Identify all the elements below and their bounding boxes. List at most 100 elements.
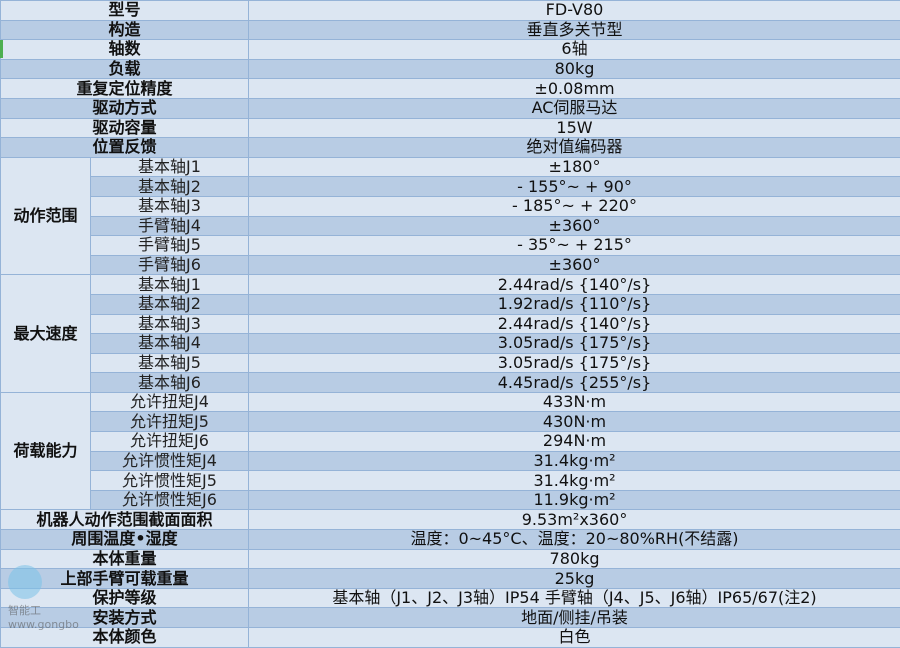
spec-label: 周围温度•湿度 (1, 530, 249, 550)
sub-label: 基本轴J3 (91, 196, 249, 216)
spec-label: 驱动方式 (1, 98, 249, 118)
watermark-text: 智能工 (8, 602, 79, 618)
watermark-url: www.gongbo (8, 618, 79, 631)
spec-value: 2.44rad/s {140°/s} (249, 314, 900, 334)
spec-value: 294N·m (249, 432, 900, 452)
sub-label: 手臂轴J4 (91, 216, 249, 236)
table-row: 位置反馈绝对值编码器 (1, 138, 900, 158)
sub-label: 手臂轴J5 (91, 236, 249, 256)
sub-label: 允许惯性矩J5 (91, 471, 249, 491)
spec-value: 2.44rad/s {140°/s} (249, 275, 900, 295)
spec-label: 轴数 (1, 40, 249, 60)
watermark: 智能工 www.gongbo (8, 565, 79, 631)
spec-value: 430N·m (249, 412, 900, 432)
table-row: 构造垂直多关节型 (1, 20, 900, 40)
spec-label: 重复定位精度 (1, 79, 249, 99)
spec-value: ±360° (249, 216, 900, 236)
spec-value: FD-V80 (249, 1, 900, 21)
sub-label: 允许扭矩J4 (91, 392, 249, 412)
spec-label: 负载 (1, 59, 249, 79)
table-row: 周围温度•湿度温度：0~45°C、温度：20~80%RH(不结露) (1, 530, 900, 550)
spec-value: 780kg (249, 549, 900, 569)
spec-value: - 185°~ + 220° (249, 196, 900, 216)
spec-value: 基本轴（J1、J2、J3轴）IP54 手臂轴（J4、J5、J6轴）IP65/67… (249, 588, 900, 608)
spec-value: - 35°~ + 215° (249, 236, 900, 256)
sub-label: 手臂轴J6 (91, 255, 249, 275)
spec-value: 垂直多关节型 (249, 20, 900, 40)
spec-value: - 155°~ + 90° (249, 177, 900, 197)
spec-value: 3.05rad/s {175°/s} (249, 353, 900, 373)
spec-value: 25kg (249, 569, 900, 589)
spec-value: 6轴 (249, 40, 900, 60)
spec-value: 白色 (249, 628, 900, 648)
sub-label: 基本轴J3 (91, 314, 249, 334)
sub-label: 基本轴J5 (91, 353, 249, 373)
spec-label: 位置反馈 (1, 138, 249, 158)
table-row: 基本轴J2- 155°~ + 90° (1, 177, 900, 197)
sub-label: 基本轴J2 (91, 294, 249, 314)
spec-value: 3.05rad/s {175°/s} (249, 334, 900, 354)
group-label: 荷载能力 (1, 392, 91, 510)
spec-value: 31.4kg·m² (249, 471, 900, 491)
table-row: 手臂轴J6±360° (1, 255, 900, 275)
spec-label: 机器人动作范围截面面积 (1, 510, 249, 530)
sub-label: 允许惯性矩J6 (91, 490, 249, 510)
table-row: 手臂轴J5- 35°~ + 215° (1, 236, 900, 256)
table-row: 重复定位精度±0.08mm (1, 79, 900, 99)
spec-value: 4.45rad/s {255°/s} (249, 373, 900, 393)
spec-value: 1.92rad/s {110°/s} (249, 294, 900, 314)
table-row: 保护等级基本轴（J1、J2、J3轴）IP54 手臂轴（J4、J5、J6轴）IP6… (1, 588, 900, 608)
spec-value: 31.4kg·m² (249, 451, 900, 471)
spec-label: 构造 (1, 20, 249, 40)
spec-value: ±180° (249, 157, 900, 177)
table-row: 安装方式地面/侧挂/吊装 (1, 608, 900, 628)
spec-value: 15W (249, 118, 900, 138)
sub-label: 基本轴J6 (91, 373, 249, 393)
spec-value: 绝对值编码器 (249, 138, 900, 158)
spec-value: ±360° (249, 255, 900, 275)
sub-label: 允许扭矩J6 (91, 432, 249, 452)
spec-value: 温度：0~45°C、温度：20~80%RH(不结露) (249, 530, 900, 550)
selection-marker (0, 40, 3, 58)
group-label: 动作范围 (1, 157, 91, 275)
spec-value: AC伺服马达 (249, 98, 900, 118)
spec-value: 80kg (249, 59, 900, 79)
spec-value: ±0.08mm (249, 79, 900, 99)
group-label: 最大速度 (1, 275, 91, 393)
table-row: 基本轴J3- 185°~ + 220° (1, 196, 900, 216)
sub-label: 允许惯性矩J4 (91, 451, 249, 471)
sub-label: 基本轴J1 (91, 275, 249, 295)
spec-value: 地面/侧挂/吊装 (249, 608, 900, 628)
mascot-icon (8, 565, 42, 599)
spec-value: 433N·m (249, 392, 900, 412)
spec-label: 型号 (1, 1, 249, 21)
table-row: 动作范围基本轴J1±180° (1, 157, 900, 177)
sub-label: 允许扭矩J5 (91, 412, 249, 432)
table-row: 手臂轴J4±360° (1, 216, 900, 236)
table-row: 本体颜色白色 (1, 628, 900, 648)
spec-value: 9.53m²x360° (249, 510, 900, 530)
sub-label: 基本轴J4 (91, 334, 249, 354)
sub-label: 基本轴J2 (91, 177, 249, 197)
spec-label: 驱动容量 (1, 118, 249, 138)
